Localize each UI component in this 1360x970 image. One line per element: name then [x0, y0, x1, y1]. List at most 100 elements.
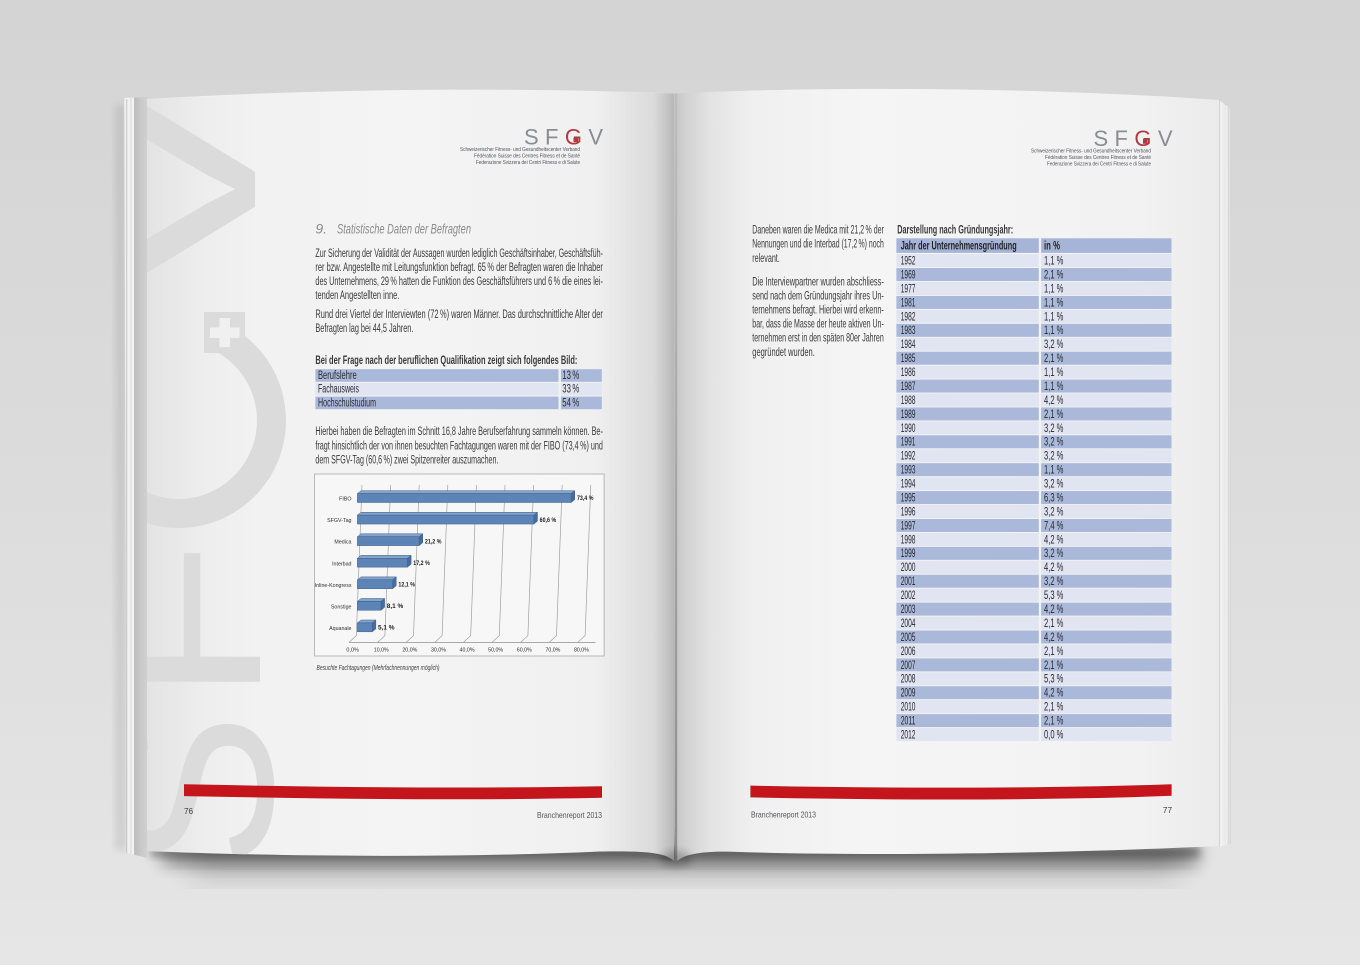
svg-text:1952: 1952 [901, 256, 916, 268]
svg-text:4,2 %: 4,2 % [1044, 632, 1063, 644]
svg-text:Die Interviewpartner wurden ab: Die Interviewpartner wurden abschliess- [752, 274, 884, 288]
svg-text:bar, dass die Masse der heute: bar, dass die Masse der heute aktiven Un… [752, 317, 884, 331]
svg-text:2011: 2011 [901, 716, 916, 728]
svg-text:1997: 1997 [901, 520, 916, 532]
svg-text:2006: 2006 [901, 646, 916, 658]
svg-text:1,1 %: 1,1 % [1044, 367, 1063, 379]
svg-text:17,2 %: 17,2 % [413, 560, 430, 567]
svg-text:33 %: 33 % [562, 384, 579, 396]
svg-text:1,1 %: 1,1 % [1044, 381, 1063, 393]
svg-text:1,1 %: 1,1 % [1044, 283, 1063, 295]
svg-text:Besuchte Fachtagungen (Mehrfac: Besuchte Fachtagungen (Mehrfachnennungen… [317, 663, 440, 672]
svg-text:3,2 %: 3,2 % [1044, 339, 1063, 351]
svg-text:40,0%: 40,0% [460, 648, 475, 654]
svg-text:in %: in % [1044, 241, 1060, 253]
svg-text:1984: 1984 [901, 339, 916, 351]
svg-text:7,4 %: 7,4 % [1044, 520, 1063, 532]
svg-text:1994: 1994 [901, 479, 916, 491]
svg-text:30,0%: 30,0% [431, 648, 446, 654]
svg-text:Fédération Suisse des Centres: Fédération Suisse des Centres Fitness et… [474, 154, 580, 160]
svg-text:4,2 %: 4,2 % [1044, 604, 1063, 616]
svg-text:4,2 %: 4,2 % [1044, 562, 1063, 574]
svg-text:21,2 %: 21,2 % [425, 538, 442, 545]
svg-text:Sonstige: Sonstige [331, 604, 352, 610]
svg-text:V: V [38, 67, 307, 310]
svg-text:1993: 1993 [901, 465, 916, 477]
svg-text:Darstellung nach Gründungsjahr: Darstellung nach Gründungsjahr: [897, 223, 1013, 237]
svg-text:20,0%: 20,0% [402, 648, 417, 654]
svg-text:Medica: Medica [334, 540, 351, 546]
svg-text:8,1 %: 8,1 % [387, 603, 404, 610]
svg-text:2,1 %: 2,1 % [1044, 618, 1063, 630]
svg-text:6,3 %: 6,3 % [1044, 492, 1063, 504]
svg-text:FIBO: FIBO [339, 497, 351, 503]
svg-text:5,3 %: 5,3 % [1044, 590, 1063, 602]
svg-text:2,1 %: 2,1 % [1044, 716, 1063, 728]
svg-text:1985: 1985 [901, 353, 916, 365]
svg-text:60,6 %: 60,6 % [540, 517, 557, 524]
svg-text:10,0%: 10,0% [374, 648, 389, 654]
svg-text:3,2 %: 3,2 % [1044, 437, 1063, 449]
svg-text:1,1 %: 1,1 % [1044, 256, 1063, 268]
svg-text:Nennungen und die Interbad (17: Nennungen und die Interbad (17,2 %) noch [752, 237, 884, 251]
svg-text:2009: 2009 [901, 688, 916, 700]
svg-text:Interbad: Interbad [332, 561, 351, 567]
svg-text:Hierbei haben die Befragten im: Hierbei haben die Befragten im Schnitt 1… [315, 424, 603, 438]
svg-text:1983: 1983 [901, 325, 916, 337]
svg-text:Branchenreport 2013: Branchenreport 2013 [537, 811, 602, 820]
svg-text:Fédération Suisse des Centres: Fédération Suisse des Centres Fitness et… [1045, 155, 1151, 161]
svg-text:73,4 %: 73,4 % [577, 495, 594, 502]
svg-text:Berufslehre: Berufslehre [318, 370, 357, 382]
svg-text:2,1 %: 2,1 % [1044, 353, 1063, 365]
svg-text:2002: 2002 [901, 590, 916, 602]
svg-text:1996: 1996 [901, 506, 916, 518]
svg-text:2,1 %: 2,1 % [1044, 660, 1063, 672]
svg-text:3,2 %: 3,2 % [1044, 479, 1063, 491]
svg-text:1,1 %: 1,1 % [1044, 325, 1063, 337]
svg-text:send nach dem Gründungsjahr ih: send nach dem Gründungsjahr ihres Un- [752, 288, 884, 302]
svg-text:1999: 1999 [901, 548, 916, 560]
svg-text:1,1 %: 1,1 % [1044, 465, 1063, 477]
svg-text:gegründet wurden.: gegründet wurden. [752, 345, 815, 359]
svg-text:4,2 %: 4,2 % [1044, 688, 1063, 700]
svg-text:Federazione Svizzera dei Centr: Federazione Svizzera dei Centri Fitness … [476, 160, 580, 166]
svg-text:4,2 %: 4,2 % [1044, 534, 1063, 546]
svg-text:F: F [67, 539, 306, 704]
svg-text:Federazione Svizzera dei Centr: Federazione Svizzera dei Centri Fitness … [1047, 162, 1151, 168]
svg-text:77: 77 [1163, 806, 1173, 815]
svg-text:Bei der Frage nach der berufli: Bei der Frage nach der beruflichen Quali… [315, 353, 577, 367]
svg-text:2003: 2003 [901, 604, 916, 616]
svg-text:2004: 2004 [901, 618, 916, 630]
svg-text:rer bzw. Angestellte mit Leitu: rer bzw. Angestellte mit Leitungsfunktio… [315, 260, 603, 274]
svg-text:80,0%: 80,0% [574, 648, 589, 654]
svg-text:2000: 2000 [901, 562, 916, 574]
svg-text:1969: 1969 [901, 269, 916, 281]
svg-text:4,2 %: 4,2 % [1044, 395, 1063, 407]
svg-text:3,2 %: 3,2 % [1044, 506, 1063, 518]
svg-text:2,1 %: 2,1 % [1044, 702, 1063, 714]
svg-text:Fachausweis: Fachausweis [318, 384, 359, 396]
svg-text:2005: 2005 [901, 632, 916, 644]
svg-text:1992: 1992 [901, 451, 916, 463]
svg-text:3,2 %: 3,2 % [1044, 548, 1063, 560]
svg-text:ternehmens befragt. Hierbei wi: ternehmens befragt. Hierbei wird erkenn- [752, 303, 884, 317]
svg-text:1986: 1986 [901, 367, 916, 379]
svg-text:2,1 %: 2,1 % [1044, 646, 1063, 658]
svg-text:2010: 2010 [901, 702, 916, 714]
svg-text:fragt hinsichtlich der von ihn: fragt hinsichtlich der von ihnen besucht… [315, 438, 603, 452]
svg-text:relevant.: relevant. [752, 251, 780, 265]
svg-text:12,1 %: 12,1 % [398, 581, 415, 588]
svg-text:Hochschulstudium: Hochschulstudium [318, 397, 376, 409]
svg-text:1,1 %: 1,1 % [1044, 297, 1063, 309]
svg-text:60,0%: 60,0% [517, 648, 532, 654]
svg-text:1982: 1982 [901, 311, 916, 323]
svg-text:Branchenreport 2013: Branchenreport 2013 [751, 811, 816, 820]
svg-text:Schweizerischer Fitness- und G: Schweizerischer Fitness- und Gesundheits… [460, 147, 580, 153]
svg-text:2012: 2012 [901, 729, 916, 741]
svg-text:0,0%: 0,0% [346, 648, 359, 654]
svg-text:1,1 %: 1,1 % [1044, 311, 1063, 323]
svg-text:tenden Angestellten inne.: tenden Angestellten inne. [315, 288, 399, 302]
svg-text:76: 76 [184, 807, 194, 816]
svg-text:Jahr der Unternehmensgründung: Jahr der Unternehmensgründung [901, 241, 1017, 253]
svg-text:70,0%: 70,0% [545, 648, 560, 654]
